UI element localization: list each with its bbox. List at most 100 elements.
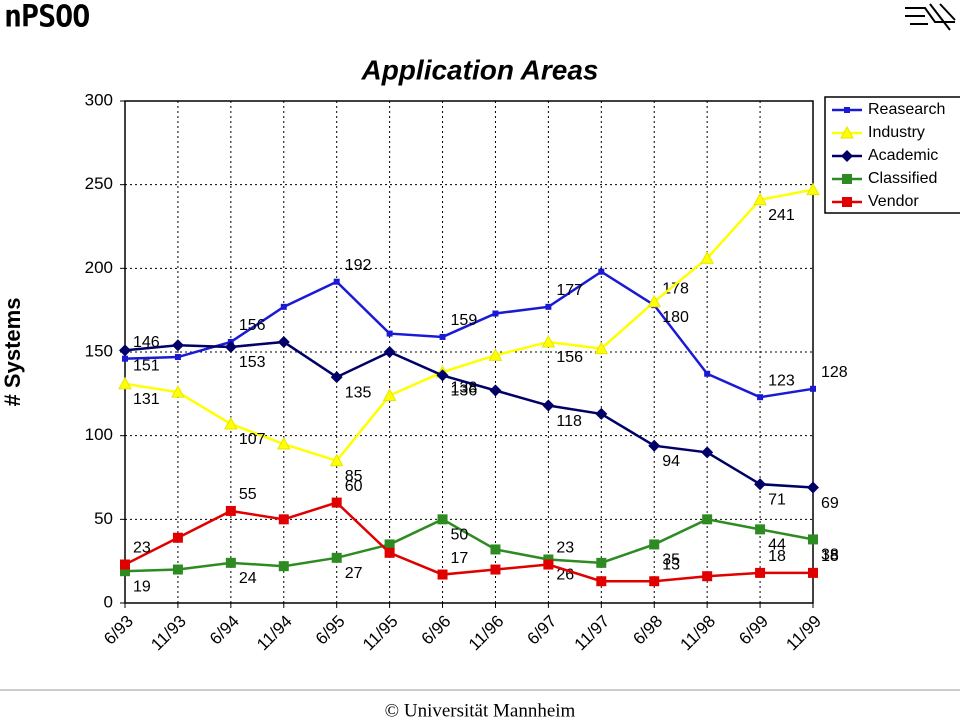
data-label: 24 — [239, 570, 257, 587]
point — [755, 567, 766, 578]
data-label: 107 — [239, 431, 266, 448]
x-tick-label: 6/98 — [629, 612, 666, 649]
data-label: 123 — [768, 372, 795, 389]
legend-label: Academic — [868, 147, 938, 164]
legend-marker — [841, 150, 853, 162]
point — [490, 564, 501, 575]
point — [595, 407, 608, 420]
point — [542, 399, 555, 412]
point — [439, 333, 446, 340]
point — [276, 436, 291, 450]
point — [649, 539, 660, 550]
x-tick-label: 11/93 — [147, 612, 190, 655]
x-tick-label: 11/96 — [465, 612, 508, 655]
point — [545, 303, 552, 310]
point — [174, 354, 181, 361]
series: 151 153 135 136 118 94 71 69 — [119, 335, 839, 512]
y-tick-label: 250 — [85, 174, 113, 193]
point — [331, 552, 342, 563]
point — [755, 524, 766, 535]
point — [437, 514, 448, 525]
x-tick-label: 11/94 — [253, 612, 296, 655]
x-tick-label: 11/95 — [359, 612, 402, 655]
series-line — [124, 270, 814, 399]
data-label: 151 — [133, 358, 160, 375]
chart-title: Application Areas — [360, 54, 598, 85]
legend-marker — [844, 107, 850, 113]
point — [384, 547, 395, 558]
point — [119, 344, 131, 357]
data-label: 19 — [133, 578, 151, 595]
point — [384, 539, 395, 550]
point — [280, 303, 287, 310]
data-label: 156 — [239, 317, 266, 334]
point — [278, 514, 289, 525]
point — [594, 341, 609, 355]
point — [700, 251, 714, 264]
x-tick-label: 11/99 — [782, 612, 825, 655]
data-label: 85 — [345, 468, 363, 485]
y-tick-label: 100 — [85, 425, 113, 444]
data-label: 153 — [239, 354, 266, 371]
x-tick-label: 6/95 — [312, 612, 349, 649]
legend-marker — [840, 125, 854, 139]
point — [225, 505, 236, 516]
legend-label: Industry — [868, 124, 925, 141]
point — [648, 439, 661, 452]
point — [757, 394, 764, 401]
data-label: 192 — [345, 257, 372, 274]
point — [543, 554, 554, 565]
point — [383, 346, 396, 358]
data-label: 55 — [239, 486, 257, 503]
point — [329, 453, 344, 467]
point — [172, 564, 183, 575]
data-label: 135 — [345, 384, 372, 401]
legend-label: Reasearch — [868, 101, 945, 118]
data-label: 38 — [821, 547, 839, 564]
x-tick-label: 11/98 — [677, 612, 720, 655]
data-label: 13 — [662, 556, 680, 573]
point — [754, 478, 767, 491]
data-label: 60 — [345, 478, 363, 495]
data-label: 50 — [451, 527, 469, 544]
x-tick-label: 6/93 — [100, 612, 137, 649]
series-line — [124, 517, 814, 573]
point — [118, 376, 132, 390]
x-tick-label: 6/99 — [735, 612, 772, 649]
x-tick-label: 6/97 — [524, 612, 561, 649]
point — [596, 557, 607, 568]
point — [543, 559, 554, 570]
data-label: 177 — [556, 282, 583, 299]
point — [702, 514, 713, 525]
data-label: 178 — [662, 280, 689, 297]
point — [701, 446, 714, 459]
point — [172, 532, 183, 543]
y-axis-label: # Systems — [0, 298, 25, 407]
legend: Reasearch Industry Academic Classified Vendo… — [824, 96, 960, 214]
point — [489, 384, 502, 397]
data-label: 180 — [662, 309, 689, 326]
point — [224, 416, 238, 430]
data-label: 128 — [821, 364, 848, 381]
corner-icon — [905, 3, 956, 31]
point — [808, 534, 818, 545]
data-label: 18 — [821, 548, 839, 565]
y-tick-label: 300 — [85, 90, 113, 109]
point — [488, 348, 503, 361]
point — [122, 355, 128, 362]
point — [649, 576, 660, 587]
legend-label: Classified — [868, 170, 937, 187]
legend-marker — [842, 197, 852, 207]
point — [333, 278, 340, 285]
point — [492, 310, 499, 317]
series: 23 55 60 17 23 13 18 18 — [120, 478, 839, 587]
data-label: 159 — [451, 312, 478, 329]
point — [753, 192, 767, 206]
y-tick-label: 50 — [94, 509, 113, 528]
point — [171, 385, 185, 398]
point — [490, 544, 501, 555]
